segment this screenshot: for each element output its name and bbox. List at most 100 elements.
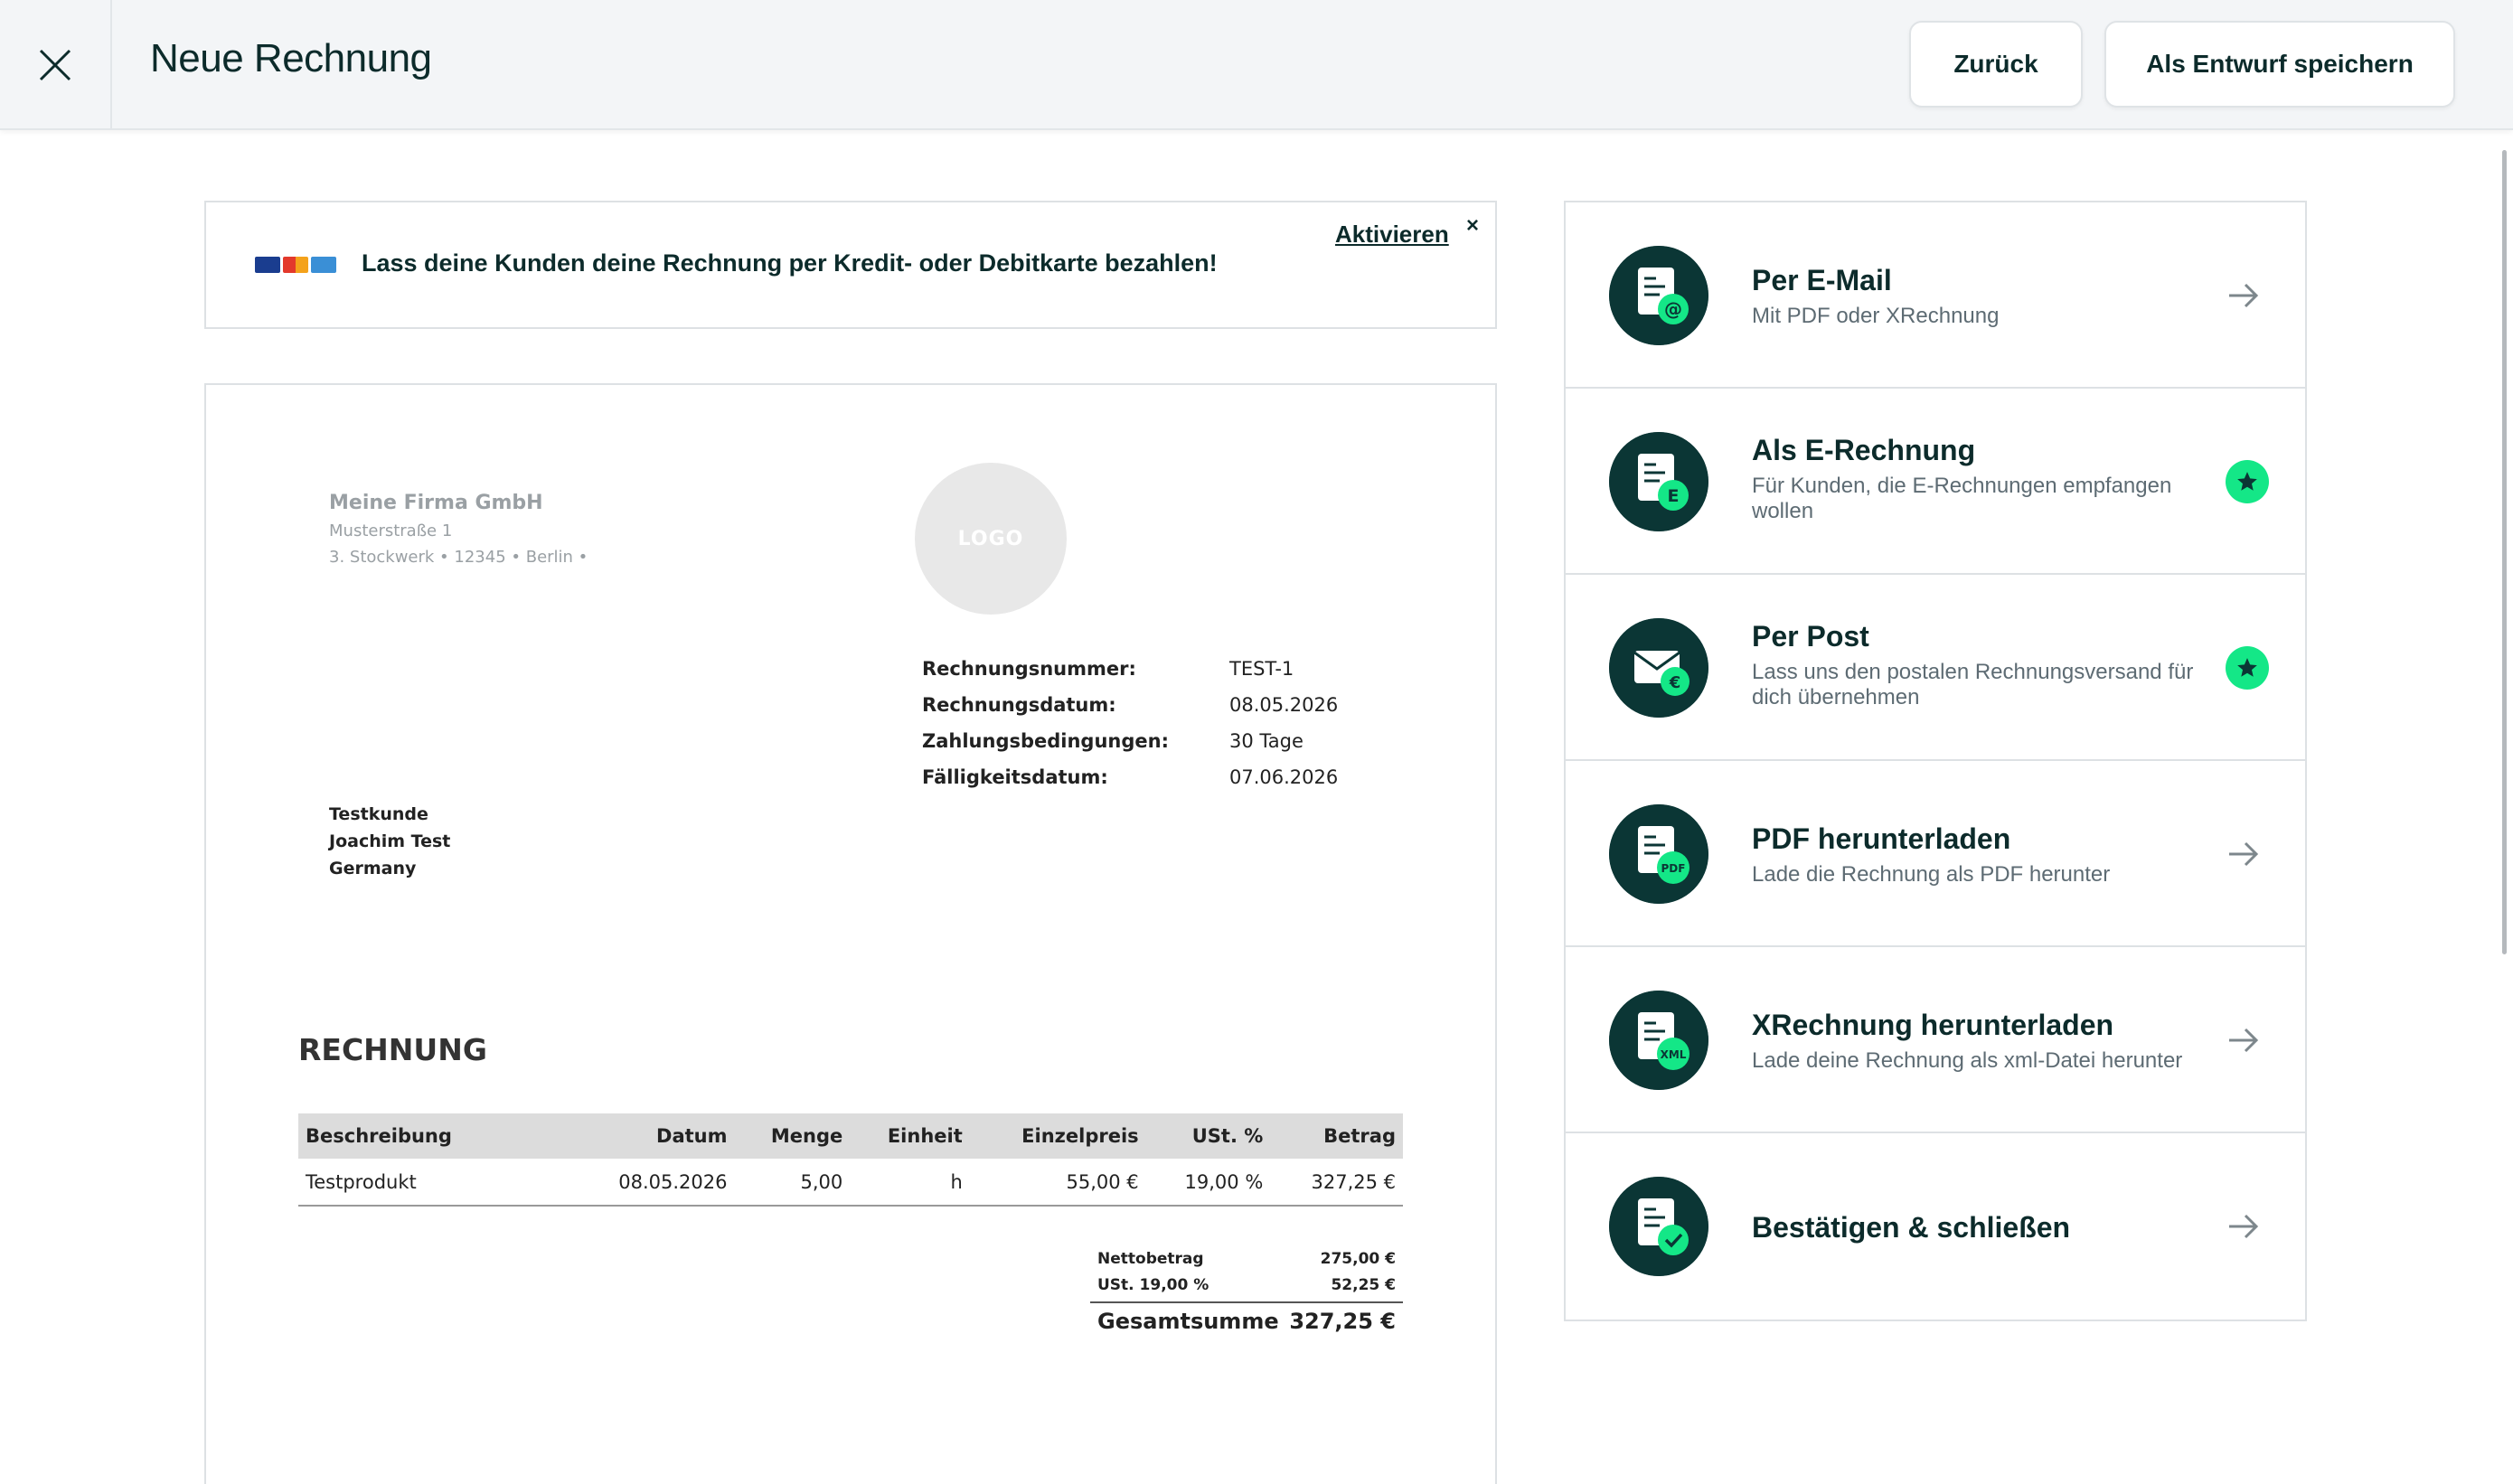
line-items-table: Beschreibung Datum Menge Einheit Einzelp… [298,1113,1403,1207]
action-subtitle: Lade deine Rechnung als xml-Datei herunt… [1752,1048,2183,1073]
activate-link[interactable]: Aktivieren [1335,221,1449,248]
arrow-right-icon [2229,1214,2259,1239]
action-title: Per Post [1752,620,1869,653]
action-title: XRechnung herunterladen [1752,1009,2114,1041]
invoice-meta: Rechnungsnummer: TEST-1 Rechnungsdatum: … [922,658,1338,803]
xml-icon: XML [1609,991,1708,1090]
grand-total-label: Gesamtsumme [1097,1309,1279,1334]
meta-value: 30 Tage [1229,730,1304,752]
column-header: Einheit [850,1113,970,1159]
pdf-icon: PDF [1609,804,1708,904]
net-total-row: Nettobetrag 275,00 € [1090,1245,1403,1272]
arrow-right-icon [2229,1028,2259,1053]
column-header: Einzelpreis [969,1113,1146,1159]
invoice-totals: Nettobetrag 275,00 € USt. 19,00 % 52,25 … [1090,1245,1403,1334]
svg-text:XML: XML [1661,1048,1687,1061]
cell-unit-price: 55,00 € [969,1159,1146,1207]
meta-label: Rechnungsnummer: [922,658,1136,680]
amex-icon [311,257,336,273]
svg-text:E: E [1668,486,1680,506]
action-subtitle: Lade die Rechnung als PDF herunter [1752,862,2111,887]
cell-vat: 19,00 % [1145,1159,1271,1207]
column-header: USt. % [1145,1113,1271,1159]
action-title: Per E-Mail [1752,264,1892,296]
e-invoice-icon: E [1609,432,1708,531]
scrollbar[interactable] [2502,150,2507,954]
action-title: Als E-Rechnung [1752,434,1976,466]
cell-date: 08.05.2026 [569,1159,735,1207]
cell-description: Testprodukt [298,1159,569,1207]
meta-value: 08.05.2026 [1229,694,1339,716]
meta-label: Zahlungsbedingungen: [922,730,1169,752]
invoice-preview: Meine Firma GmbH Musterstraße 1 3. Stock… [204,383,1497,1484]
invoice-title: RECHNUNG [298,1032,487,1067]
back-button[interactable]: Zurück [1909,21,2083,108]
action-e-invoice[interactable]: E Als E-Rechnung Für Kunden, die E-Rechn… [1566,389,2305,575]
banner-message: Lass deine Kunden deine Rechnung per Kre… [362,249,1218,277]
vat-label: USt. 19,00 % [1097,1275,1209,1294]
net-value: 275,00 € [1320,1249,1396,1268]
cell-amount: 327,25 € [1270,1159,1403,1207]
card-payment-banner: Lass deine Kunden deine Rechnung per Kre… [204,201,1497,329]
meta-value: TEST-1 [1229,658,1294,680]
save-draft-button[interactable]: Als Entwurf speichern [2104,21,2455,108]
top-bar: Neue Rechnung Zurück Als Entwurf speiche… [0,0,2513,130]
logo-placeholder: LOGO [915,463,1067,615]
column-header: Datum [569,1113,735,1159]
seller-street: Musterstraße 1 [329,521,453,540]
column-header: Beschreibung [298,1113,569,1159]
net-label: Nettobetrag [1097,1249,1204,1268]
arrow-right-icon [2229,841,2259,867]
action-download-pdf[interactable]: PDF PDF herunterladen Lade die Rechnung … [1566,761,2305,947]
close-button[interactable] [0,0,112,130]
cell-quantity: 5,00 [734,1159,851,1207]
premium-star-icon [2226,460,2269,503]
mastercard-icon [283,257,308,273]
customer-country: Germany [329,859,417,878]
action-subtitle: Für Kunden, die E-Rechnungen empfangen w… [1752,474,2172,523]
meta-label: Fälligkeitsdatum: [922,766,1108,788]
action-title: Bestätigen & schließen [1752,1211,2071,1244]
cell-unit: h [850,1159,970,1207]
visa-icon [255,257,280,273]
action-subtitle: Mit PDF oder XRechnung [1752,304,2000,328]
seller-city-line: 3. Stockwerk • 12345 • Berlin • [329,548,588,567]
send-options-panel: @ Per E-Mail Mit PDF oder XRechnung E Al… [1564,201,2307,1321]
column-header: Betrag [1270,1113,1403,1159]
seller-address: Meine Firma GmbH Musterstraße 1 3. Stock… [329,492,588,567]
meta-row: Fälligkeitsdatum: 07.06.2026 [922,766,1338,803]
seller-name: Meine Firma GmbH [329,492,543,514]
confirm-icon [1609,1177,1708,1276]
email-invoice-icon: @ [1609,246,1708,345]
customer-contact: Joachim Test [329,831,451,851]
premium-star-icon [2226,646,2269,690]
action-download-xrechnung[interactable]: XML XRechnung herunterladen Lade deine R… [1566,947,2305,1133]
vat-value: 52,25 € [1331,1275,1396,1294]
meta-value: 07.06.2026 [1229,766,1339,788]
svg-text:€: € [1669,673,1681,692]
envelope-icon: € [1609,618,1708,718]
action-title: PDF herunterladen [1752,822,2011,855]
svg-text:@: @ [1664,298,1682,320]
meta-label: Rechnungsdatum: [922,694,1116,716]
action-post[interactable]: € Per Post Lass uns den postalen Rechnun… [1566,575,2305,761]
customer-company: Testkunde [329,804,428,824]
vat-total-row: USt. 19,00 % 52,25 € [1090,1272,1403,1298]
svg-text:PDF: PDF [1661,862,1686,875]
column-header: Menge [734,1113,851,1159]
grand-total-value: 327,25 € [1289,1309,1396,1334]
meta-row: Rechnungsdatum: 08.05.2026 [922,694,1338,730]
meta-row: Rechnungsnummer: TEST-1 [922,658,1338,694]
action-confirm-close[interactable]: Bestätigen & schließen [1566,1133,2305,1321]
table-row: Testprodukt 08.05.2026 5,00 h 55,00 € 19… [298,1159,1403,1207]
banner-close-icon[interactable]: × [1466,213,1480,238]
totals-divider [1090,1301,1403,1303]
action-subtitle: Lass uns den postalen Rechnungsversand f… [1752,660,2194,709]
action-email[interactable]: @ Per E-Mail Mit PDF oder XRechnung [1566,202,2305,389]
page-title: Neue Rechnung [150,36,432,80]
grand-total-row: Gesamtsumme 327,25 € [1090,1303,1403,1334]
arrow-right-icon [2229,283,2259,308]
close-icon [39,49,71,81]
card-logos [255,257,336,273]
customer-address: Testkunde Joachim Test Germany [329,801,450,882]
